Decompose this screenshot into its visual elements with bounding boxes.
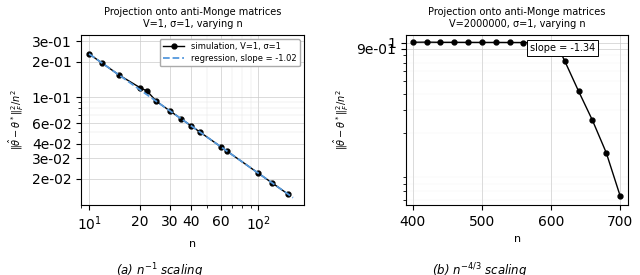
simulation, V=1, σ=1 [85,52,93,56]
Line: simulation, V=1, σ=1: simulation, V=1, σ=1 [86,51,291,197]
X-axis label: n: n [513,234,521,244]
Title: Projection onto anti-Monge matrices
V=1, σ=1, varying n: Projection onto anti-Monge matrices V=1,… [104,7,281,29]
Legend: simulation, V=1, σ=1, regression, slope = -1.02: simulation, V=1, σ=1, regression, slope … [160,39,300,66]
simulation, V=1, σ=1 [255,172,262,175]
Text: slope = -1.34: slope = -1.34 [530,43,595,53]
simulation, V=1, σ=1 [99,62,106,65]
simulation, V=1, σ=1 [284,193,292,196]
simulation, V=1, σ=1 [217,145,225,149]
simulation, V=1, σ=1 [143,89,151,93]
simulation, V=1, σ=1 [166,109,173,112]
Text: (b) $n^{-4/3}$ scaling: (b) $n^{-4/3}$ scaling [433,261,527,275]
simulation, V=1, σ=1 [268,181,276,185]
simulation, V=1, σ=1 [177,117,185,120]
simulation, V=1, σ=1 [115,73,123,76]
simulation, V=1, σ=1 [136,86,144,89]
Y-axis label: $\|\hat{\theta} - \theta^*\|_F^2/n^2$: $\|\hat{\theta} - \theta^*\|_F^2/n^2$ [332,89,351,150]
Y-axis label: $\|\hat{\theta} - \theta^*\|_F^2/n^2$: $\|\hat{\theta} - \theta^*\|_F^2/n^2$ [7,89,26,150]
simulation, V=1, σ=1 [223,149,230,153]
simulation, V=1, σ=1 [196,130,204,134]
simulation, V=1, σ=1 [153,100,161,103]
Title: Projection onto anti-Monge matrices
V=2000000, σ=1, varying n: Projection onto anti-Monge matrices V=20… [428,7,606,29]
Text: (a) $n^{-1}$ scaling: (a) $n^{-1}$ scaling [116,261,204,275]
X-axis label: n: n [189,239,196,249]
simulation, V=1, σ=1 [188,124,195,127]
